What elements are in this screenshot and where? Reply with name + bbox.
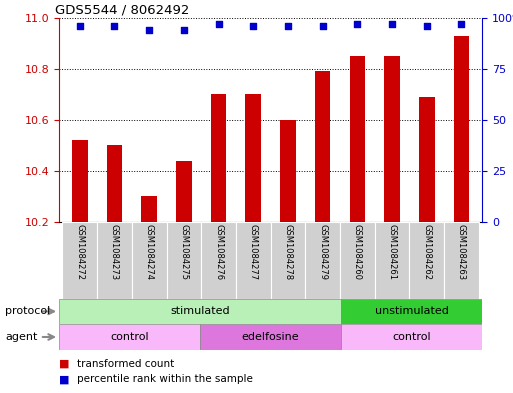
Bar	[107, 145, 122, 222]
Bar	[245, 94, 261, 222]
Bar	[315, 72, 330, 222]
Bar	[201, 222, 236, 299]
Bar	[409, 222, 444, 299]
Text: GSM1084261: GSM1084261	[387, 224, 397, 280]
Bar	[72, 140, 88, 222]
Bar	[341, 324, 482, 350]
Bar	[444, 222, 479, 299]
Bar	[349, 56, 365, 222]
Bar	[63, 222, 97, 299]
Bar	[59, 324, 200, 350]
Text: GSM1084263: GSM1084263	[457, 224, 466, 281]
Point	[284, 23, 292, 29]
Bar	[176, 161, 192, 222]
Text: GSM1084277: GSM1084277	[249, 224, 258, 281]
Text: ■: ■	[59, 358, 69, 369]
Text: GSM1084278: GSM1084278	[284, 224, 292, 281]
Point	[249, 23, 258, 29]
Bar	[280, 120, 296, 222]
Text: control: control	[110, 332, 149, 342]
Text: GSM1084262: GSM1084262	[422, 224, 431, 280]
Bar	[341, 299, 482, 324]
Point	[110, 23, 119, 29]
Text: GSM1084273: GSM1084273	[110, 224, 119, 281]
Point	[388, 21, 396, 27]
Bar	[419, 97, 435, 222]
Text: control: control	[392, 332, 431, 342]
Text: percentile rank within the sample: percentile rank within the sample	[77, 374, 253, 384]
Text: GSM1084275: GSM1084275	[180, 224, 188, 280]
Text: agent: agent	[5, 332, 37, 342]
Bar	[384, 56, 400, 222]
Point	[319, 23, 327, 29]
Bar	[374, 222, 409, 299]
Bar	[340, 222, 374, 299]
Point	[423, 23, 431, 29]
Text: GSM1084276: GSM1084276	[214, 224, 223, 281]
Point	[457, 21, 465, 27]
Bar	[453, 36, 469, 222]
Point	[353, 21, 362, 27]
Text: unstimulated: unstimulated	[374, 307, 449, 316]
Bar	[59, 299, 341, 324]
Bar	[271, 222, 305, 299]
Bar	[142, 196, 157, 222]
Text: GSM1084279: GSM1084279	[318, 224, 327, 280]
Point	[76, 23, 84, 29]
Bar	[200, 324, 341, 350]
Text: GSM1084260: GSM1084260	[353, 224, 362, 280]
Bar	[97, 222, 132, 299]
Bar	[305, 222, 340, 299]
Bar	[132, 222, 167, 299]
Bar	[167, 222, 201, 299]
Point	[180, 27, 188, 33]
Point	[145, 27, 153, 33]
Text: stimulated: stimulated	[170, 307, 230, 316]
Bar	[211, 94, 226, 222]
Point	[214, 21, 223, 27]
Text: ■: ■	[59, 374, 69, 384]
Text: transformed count: transformed count	[77, 358, 174, 369]
Text: edelfosine: edelfosine	[242, 332, 300, 342]
Bar	[236, 222, 271, 299]
Text: GSM1084272: GSM1084272	[75, 224, 84, 280]
Text: GSM1084274: GSM1084274	[145, 224, 154, 280]
Text: GDS5544 / 8062492: GDS5544 / 8062492	[55, 4, 189, 17]
Text: protocol: protocol	[5, 307, 50, 316]
